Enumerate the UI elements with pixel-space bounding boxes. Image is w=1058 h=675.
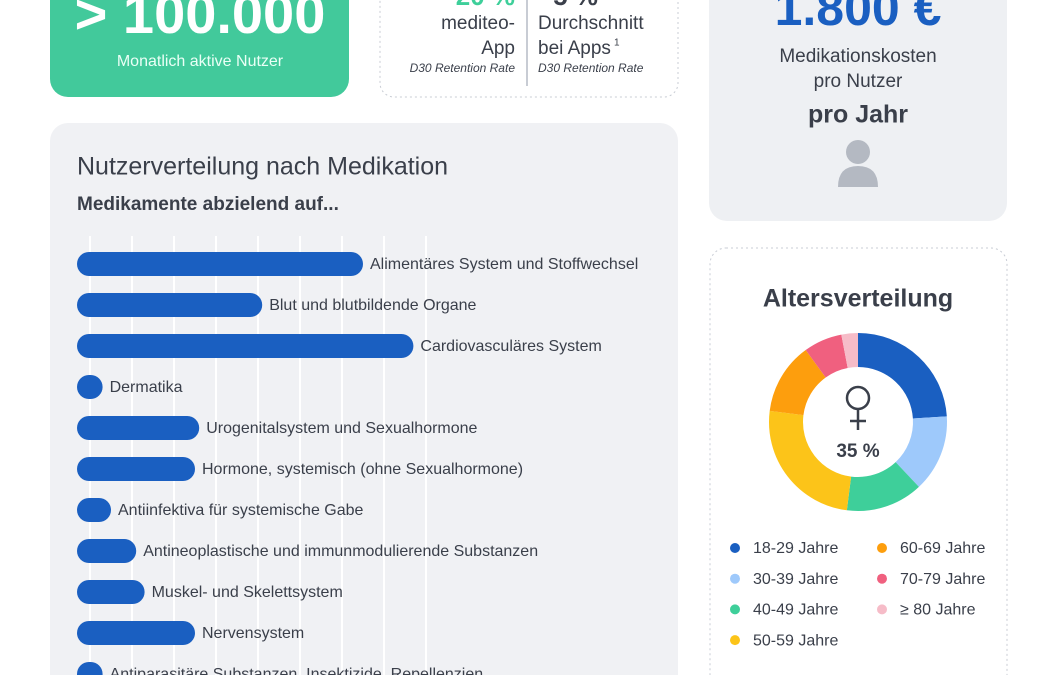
bar-label: Blut und blutbildende Organe bbox=[269, 297, 476, 314]
users-label: Monatlich aktive Nutzer bbox=[117, 53, 284, 70]
bar-label: Antiparasitäre Substanzen, Insektizide, … bbox=[110, 666, 484, 675]
app-note: D30 Retention Rate bbox=[410, 61, 516, 75]
donut-segment bbox=[895, 416, 947, 487]
bar bbox=[77, 293, 263, 317]
legend-label: 70-79 Jahre bbox=[900, 571, 985, 588]
legend-label: ≥ 80 Jahre bbox=[900, 602, 976, 619]
bar-label: Nervensystem bbox=[202, 625, 304, 642]
bar-label: Antineoplastische und immunmodulierende … bbox=[143, 543, 538, 560]
avg-note: D30 Retention Rate bbox=[538, 61, 644, 75]
legend-swatch bbox=[877, 543, 887, 553]
avg-line1: Durchschnitt bbox=[538, 13, 644, 34]
bar-label: Urogenitalsystem und Sexualhormone bbox=[206, 420, 477, 437]
costs-value: 1.800 € bbox=[775, 0, 942, 36]
app-line1: mediteo- bbox=[441, 13, 515, 34]
donut-segment bbox=[769, 350, 827, 416]
retention-card bbox=[379, 0, 679, 98]
legend-swatch bbox=[730, 573, 740, 584]
legend-swatch bbox=[730, 543, 740, 553]
legend-label: 30-39 Jahre bbox=[753, 571, 838, 588]
venus-icon bbox=[845, 385, 871, 430]
bar-title: Nutzerverteilung nach Medikation bbox=[77, 153, 448, 181]
costs-line2: pro Nutzer bbox=[814, 71, 903, 92]
costs-line3: pro Jahr bbox=[808, 101, 908, 129]
users-card bbox=[50, 0, 349, 97]
bar-label: Hormone, systemisch (ohne Sexualhormone) bbox=[202, 461, 523, 478]
bar bbox=[77, 457, 195, 481]
legend-label: 40-49 Jahre bbox=[753, 602, 838, 619]
donut-segment bbox=[857, 333, 947, 420]
costs-line1: Medikationskosten bbox=[779, 46, 936, 67]
donut-center-label: 35 % bbox=[836, 441, 879, 462]
avg-footnote: 1 bbox=[614, 38, 620, 49]
bar bbox=[77, 539, 137, 563]
app-line2: App bbox=[481, 38, 515, 59]
users-value: > 100.000 bbox=[75, 0, 326, 45]
bar bbox=[77, 375, 103, 399]
age-card bbox=[709, 247, 1008, 675]
bar-subtitle: Medikamente abzielend auf... bbox=[77, 194, 339, 215]
bar bbox=[77, 662, 103, 675]
bar-label: Cardiovasculäres System bbox=[420, 338, 601, 355]
avg-line2: bei Apps bbox=[538, 38, 611, 59]
bar bbox=[77, 498, 111, 522]
legend-label: 60-69 Jahre bbox=[900, 540, 985, 557]
bar bbox=[77, 580, 145, 604]
donut-segment bbox=[805, 334, 849, 378]
bar-label: Alimentäres System und Stoffwechsel bbox=[370, 256, 638, 273]
bar-label: Antiinfektiva für systemische Gabe bbox=[118, 502, 364, 519]
avg-value: ~5 % bbox=[538, 0, 598, 11]
donut-segment bbox=[769, 410, 852, 511]
person-icon bbox=[838, 140, 878, 187]
donut-segment bbox=[846, 461, 919, 511]
donut-segment bbox=[841, 333, 859, 369]
legend-swatch bbox=[877, 604, 887, 615]
legend-swatch bbox=[877, 573, 887, 584]
donut-title: Altersverteilung bbox=[763, 285, 953, 313]
app-value: ~ 20 % bbox=[433, 0, 515, 11]
bar bbox=[77, 334, 414, 358]
legend-swatch bbox=[730, 635, 740, 646]
legend-label: 50-59 Jahre bbox=[753, 632, 838, 649]
bar bbox=[77, 252, 363, 276]
bar bbox=[77, 621, 195, 645]
legend-label: 18-29 Jahre bbox=[753, 540, 838, 557]
costs-card bbox=[709, 0, 1007, 221]
legend-swatch bbox=[730, 604, 740, 615]
bar-label: Dermatika bbox=[110, 379, 183, 396]
bar bbox=[77, 416, 200, 440]
bar-label: Muskel- und Skelettsystem bbox=[152, 584, 343, 601]
